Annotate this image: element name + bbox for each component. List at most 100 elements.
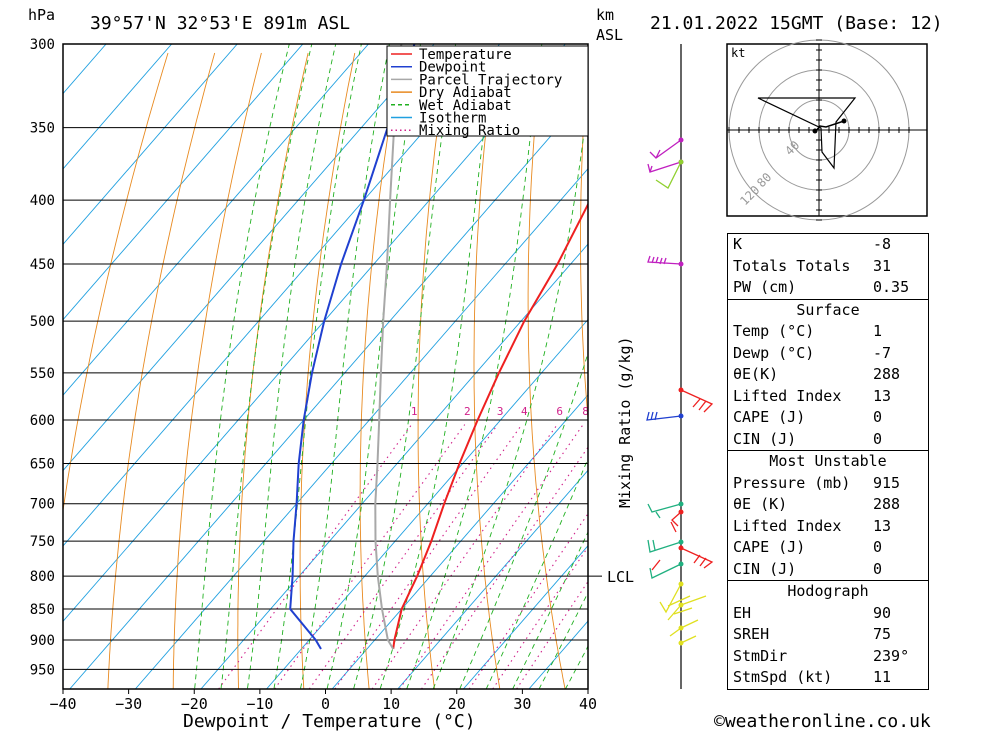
wet-adiabat-line: [220, 44, 313, 689]
index-row: θE(K) 288: [728, 364, 928, 386]
index-value: 0: [873, 538, 883, 556]
index-label: θE (K): [733, 495, 788, 513]
dry-adiabat-line: [107, 52, 216, 689]
index-row: CIN (J) 0: [728, 429, 928, 451]
dry-adiabat-line: [172, 52, 262, 689]
index-label: Temp (°C): [733, 322, 815, 340]
legend-label: Isotherm: [419, 111, 486, 127]
wind-barb-dot: [678, 545, 684, 551]
wind-barb: [647, 161, 682, 173]
index-label: PW (cm): [733, 278, 797, 296]
index-row: StmDir 239°: [728, 646, 928, 668]
x-tick-label: −40: [49, 695, 76, 713]
index-value: 915: [873, 473, 901, 492]
hodograph-storm-point: [841, 118, 847, 124]
index-label: Dewp (°C): [733, 343, 815, 362]
legend-label: Dewpoint: [419, 60, 486, 76]
wind-barbs: [646, 137, 714, 646]
index-label: CAPE (J): [733, 408, 806, 426]
index-value: 288: [873, 495, 901, 513]
wet-adiabat-line: [273, 44, 362, 689]
wind-barb-dot: [678, 539, 684, 545]
index-row: Totals Totals 31: [728, 256, 928, 278]
index-value: 288: [873, 365, 901, 383]
hodograph-unit: kt: [731, 46, 745, 60]
wind-barb: [647, 255, 682, 265]
wind-barb-dot: [678, 561, 684, 567]
dry-adiabat-line: [631, 53, 695, 689]
legend-label: Temperature: [419, 47, 512, 63]
index-label: EH: [733, 603, 752, 622]
x-tick-label: 20: [448, 695, 466, 713]
mixing-ratio-label: 8: [582, 405, 589, 418]
wind-barb-dot: [678, 261, 684, 267]
pressure-tick-label: 950: [30, 662, 55, 678]
isotherm-line: [200, 243, 588, 689]
surface-heading: Surface: [728, 298, 928, 322]
x-tick-label: −20: [181, 695, 208, 713]
mixing-ratio-line: [308, 424, 499, 689]
mixing-ratio-line: [399, 424, 584, 689]
isotherm-line: [134, 168, 588, 689]
index-row: Lifted Index 13: [728, 386, 928, 408]
index-row: EH 90: [728, 603, 928, 625]
pressure-tick-label: 700: [30, 497, 55, 513]
wind-barb: [651, 547, 714, 571]
station-location: 39°57'N 32°53'E 891m ASL: [90, 13, 350, 34]
wind-barb-dot: [678, 509, 684, 515]
index-row: Lifted Index 13: [728, 516, 928, 538]
mixing-ratio-line: [218, 424, 413, 689]
pressure-tick-label: 300: [30, 37, 55, 53]
wet-adiabat-line: [353, 44, 457, 689]
index-value: 0: [873, 408, 883, 426]
wind-barb: [670, 511, 682, 533]
index-label: Lifted Index: [733, 516, 842, 535]
index-value: 13: [873, 516, 892, 535]
legend-label: Mixing Ratio: [419, 123, 520, 139]
index-label: StmDir: [733, 646, 788, 665]
dry-adiabat-line: [63, 52, 169, 514]
mixing-ratio-line: [274, 424, 466, 689]
mixing-ratio-label: 4: [521, 405, 528, 418]
dewpoint-profile: [289, 44, 416, 650]
wind-barb-dot: [678, 159, 684, 165]
index-row: CIN (J) 0: [728, 559, 928, 581]
pressure-tick-label: 350: [30, 121, 55, 137]
dry-adiabat-line: [473, 52, 501, 689]
wet-adiabat-line: [194, 44, 290, 689]
index-label: CIN (J): [733, 559, 797, 578]
dry-adiabat-line: [580, 52, 588, 425]
pressure-tick-label: 800: [30, 569, 55, 585]
dry-adiabat-line: [237, 52, 309, 689]
wind-barb-dot: [678, 625, 684, 631]
legend-label: Wet Adiabat: [419, 98, 512, 114]
dry-adiabat-line: [417, 52, 449, 689]
pressure-tick-label: 650: [30, 456, 55, 472]
index-row: CAPE (J) 0: [728, 537, 928, 559]
dry-adiabat-line: [359, 52, 402, 689]
wind-barb-dot: [678, 602, 684, 608]
mixing-ratio-label: 16: [648, 405, 661, 418]
index-label: Lifted Index: [733, 386, 842, 405]
index-value: 1: [873, 322, 883, 340]
hodograph-heading: Hodograph: [728, 580, 928, 603]
wet-adiabat-line: [538, 591, 588, 689]
x-tick-label: 0: [321, 695, 330, 713]
isotherm-line: [63, 44, 435, 472]
mixing-ratio-label: 6: [556, 405, 563, 418]
wind-barb-dot: [678, 413, 684, 419]
most-unstable-heading: Most Unstable: [728, 450, 928, 473]
x-tick-label: 30: [513, 695, 531, 713]
wind-barb: [655, 161, 682, 189]
index-label: Totals Totals: [733, 256, 851, 275]
valid-datetime: 21.01.2022 15GMT (Base: 12): [650, 13, 943, 34]
temperature-profile: [392, 202, 588, 650]
index-label: Pressure (mb): [733, 473, 851, 492]
mixing-ratio-line: [516, 580, 588, 689]
wind-barb-dot: [678, 137, 684, 143]
legend-box: [386, 45, 589, 137]
legend-label: Dry Adiabat: [419, 85, 512, 101]
wind-barb-dot: [678, 387, 684, 393]
wind-barb-dot: [678, 581, 684, 587]
wind-barb: [680, 389, 714, 413]
